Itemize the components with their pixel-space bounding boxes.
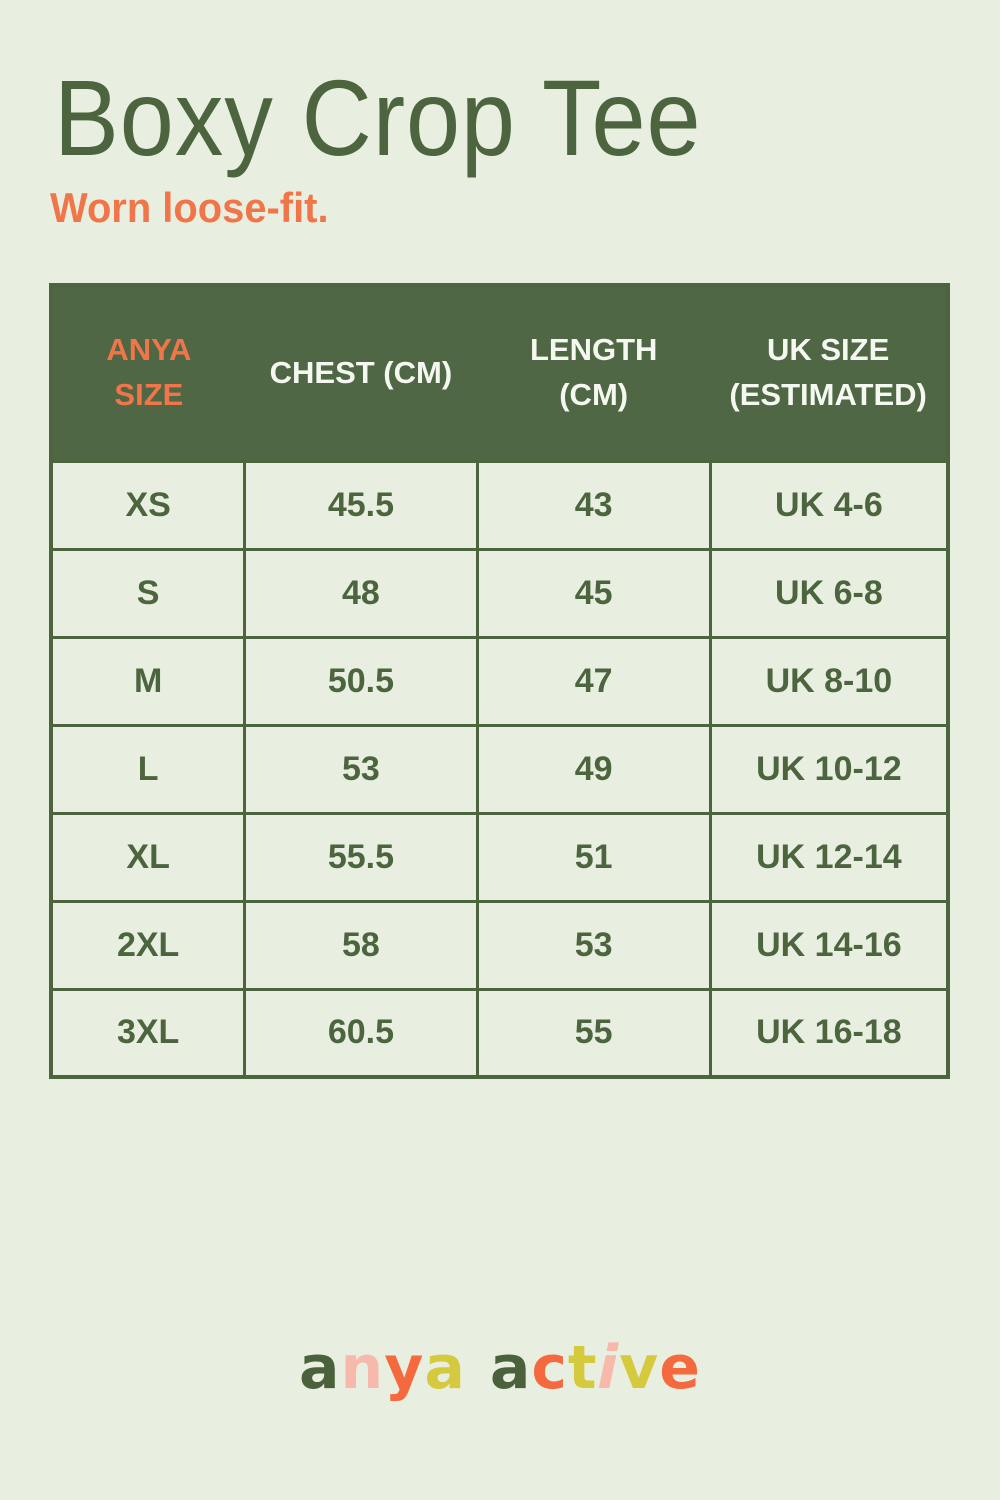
table-cell: UK 4-6 (708, 459, 950, 551)
table-cell: 55 (475, 987, 712, 1079)
table-cell: UK 16-18 (708, 987, 950, 1079)
size-chart-table: ANYA SIZE CHEST (CM) LENGTH (CM) UK SIZE… (49, 283, 950, 1079)
table-row: XL 55.5 51 UK 12-14 (49, 811, 950, 903)
table-cell: L (49, 723, 247, 815)
table-cell: 43 (475, 459, 712, 551)
logo-letter: t (567, 1333, 598, 1403)
table-cell: UK 8-10 (708, 635, 950, 727)
logo-letter: a (298, 1333, 341, 1403)
table-cell: 60.5 (243, 987, 479, 1079)
logo-letter: c (531, 1333, 568, 1403)
table-cell: 48 (243, 547, 479, 639)
table-cell: 55.5 (243, 811, 479, 903)
table-body: XS 45.5 43 UK 4-6 S 48 45 UK 6-8 M 50.5 47 UK 8-10 L… (49, 459, 950, 1079)
table-cell: UK 12-14 (708, 811, 950, 903)
table-cell: UK 6-8 (708, 547, 950, 639)
column-header-chest-cm: CHEST (CM) (244, 285, 478, 461)
table-cell: 2XL (49, 899, 247, 991)
logo-letter: e (659, 1333, 701, 1403)
table-cell: 58 (243, 899, 479, 991)
table-cell: M (49, 635, 247, 727)
table-row: 2XL 58 53 UK 14-16 (49, 899, 950, 991)
logo-letter: n (340, 1333, 385, 1403)
logo-letter: y (384, 1333, 425, 1403)
table-row: S 48 45 UK 6-8 (49, 547, 950, 639)
table-header: ANYA SIZE CHEST (CM) LENGTH (CM) UK SIZE… (51, 285, 948, 461)
column-header-uk-size: UK SIZE (ESTIMATED) (710, 285, 948, 461)
table-cell: 45.5 (243, 459, 479, 551)
brand-logo: anya active (0, 1333, 1000, 1403)
table-cell: 3XL (49, 987, 247, 1079)
table-row: XS 45.5 43 UK 4-6 (49, 459, 950, 551)
table-cell: 49 (475, 723, 712, 815)
page-title: Boxy Crop Tee (54, 57, 702, 178)
page-subtitle: Worn loose-fit. (50, 184, 329, 231)
table-cell: S (49, 547, 247, 639)
table-cell: 45 (475, 547, 712, 639)
table-row: M 50.5 47 UK 8-10 (49, 635, 950, 727)
column-header-length-cm: LENGTH (CM) (477, 285, 711, 461)
logo-letter: v (619, 1333, 660, 1403)
table-cell: 53 (475, 899, 712, 991)
table-cell: 47 (475, 635, 712, 727)
table-header-row: ANYA SIZE CHEST (CM) LENGTH (CM) UK SIZE… (51, 285, 948, 461)
table-cell: UK 10-12 (708, 723, 950, 815)
table-cell: XL (49, 811, 247, 903)
table-row: 3XL 60.5 55 UK 16-18 (49, 987, 950, 1079)
table-cell: UK 14-16 (708, 899, 950, 991)
logo-letter: a (489, 1333, 532, 1403)
table-cell: XS (49, 459, 247, 551)
table-cell: 50.5 (243, 635, 479, 727)
column-header-anya-size: ANYA SIZE (51, 285, 245, 461)
table-cell: 53 (243, 723, 479, 815)
table-row: L 53 49 UK 10-12 (49, 723, 950, 815)
logo-letter: a (424, 1333, 466, 1403)
table-cell: 51 (475, 811, 712, 903)
